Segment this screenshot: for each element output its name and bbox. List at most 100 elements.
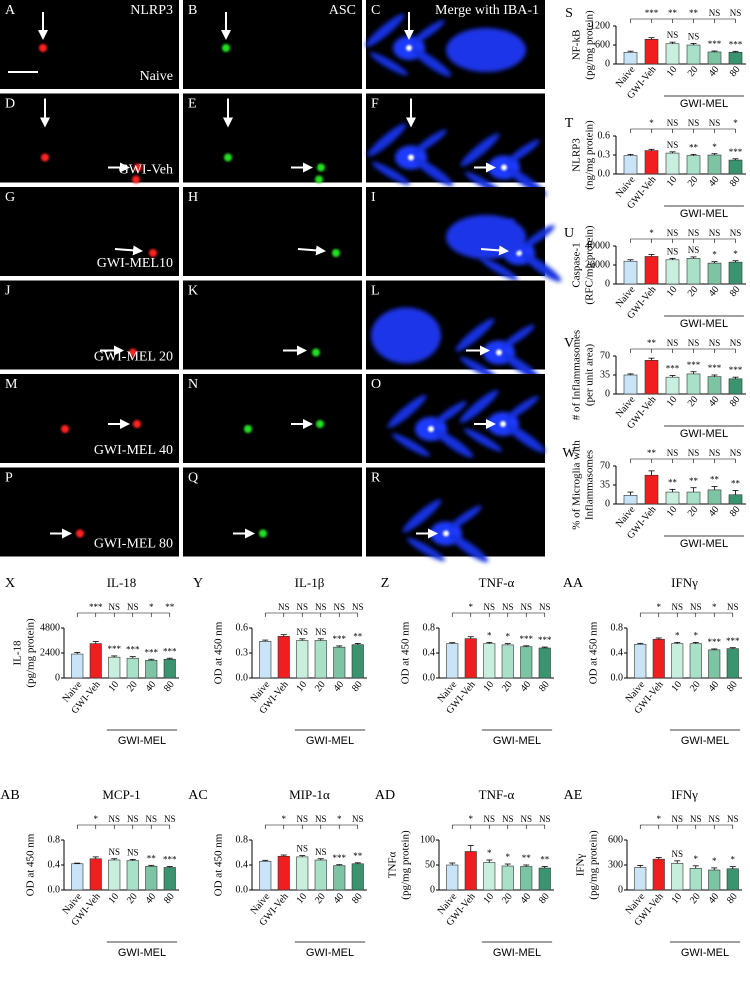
significance-label: NS xyxy=(352,814,364,824)
bar xyxy=(71,863,84,891)
bar xyxy=(623,51,638,65)
y-tick-label: 70 xyxy=(600,460,610,471)
y-axis-label: TNFα xyxy=(387,851,399,878)
significance-label: *** xyxy=(126,645,140,655)
x-tick-label: 10 xyxy=(106,891,121,906)
column-label: NLRP3 xyxy=(130,3,173,18)
significance-label: NS xyxy=(315,627,327,637)
bar xyxy=(728,51,743,65)
significance-label: NS xyxy=(352,602,364,612)
nlrp3-spot xyxy=(39,44,47,52)
significance-label: * xyxy=(657,814,662,824)
panel-letter: M xyxy=(5,377,18,392)
x-tick-label: 20 xyxy=(313,891,328,906)
significance-label: ** xyxy=(522,853,532,863)
cell-process xyxy=(413,129,447,154)
x-tick-label: 40 xyxy=(143,679,158,694)
significance-label: NS xyxy=(709,8,721,18)
bar xyxy=(665,491,680,505)
y-tick-label: 0 xyxy=(618,884,623,895)
significance-label: NS xyxy=(667,338,679,348)
y-axis-label: (ng/mg protein) xyxy=(584,120,596,190)
x-tick-label: 80 xyxy=(728,64,743,79)
significance-label: * xyxy=(487,848,492,858)
y-tick-label: 0.4 xyxy=(236,859,249,870)
bar xyxy=(671,863,684,891)
x-tick-label: 10 xyxy=(294,891,309,906)
group-label: GWI-MEL xyxy=(680,208,728,220)
bar xyxy=(108,859,121,891)
significance-label: *** xyxy=(538,635,552,645)
significance-label: ** xyxy=(353,631,363,641)
x-tick-label: 40 xyxy=(331,679,346,694)
x-tick-label: 10 xyxy=(665,284,680,299)
bar xyxy=(538,647,551,679)
bar xyxy=(464,638,477,679)
chart-title: TNF-α xyxy=(479,575,515,590)
y-tick-label: 0.3 xyxy=(236,647,249,658)
y-tick-label: 0.0 xyxy=(236,672,249,683)
significance-label: * xyxy=(712,856,717,866)
colocalized-spot xyxy=(496,349,502,356)
y-tick-label: 600 xyxy=(608,834,623,845)
x-tick-label: 10 xyxy=(106,679,121,694)
significance-label: * xyxy=(657,602,662,612)
bar xyxy=(644,474,659,505)
significance-label: NS xyxy=(688,245,700,255)
bar xyxy=(483,643,496,679)
cell-process xyxy=(506,139,540,164)
y-tick-label: 1200 xyxy=(590,20,610,31)
y-axis-label: (pg/mg protein) xyxy=(588,830,600,900)
group-label: GWI-MEL xyxy=(680,98,728,110)
colocalized-spot xyxy=(408,154,414,161)
y-tick-label: 0 xyxy=(605,58,610,69)
y-axis-label: (per unit area) xyxy=(584,344,596,407)
bar-chart: AB MCP-1OD at 450 nm 0.00.40.8NaiveGWI-Veh… xyxy=(0,787,179,959)
significance-label: NS xyxy=(315,847,327,857)
y-tick-label: 0.0 xyxy=(598,168,611,179)
colocalized-spot xyxy=(501,164,507,171)
nlrp3-spot xyxy=(132,175,140,184)
significance-label: NS xyxy=(483,602,495,612)
chart-title: MIP-1α xyxy=(289,787,330,802)
bar xyxy=(634,643,647,679)
group-label: GWI-MEL xyxy=(680,538,728,550)
significance-label: * xyxy=(469,814,474,824)
micrograph-background xyxy=(183,93,362,183)
bar xyxy=(707,489,722,505)
y-tick-label: 100 xyxy=(420,834,435,845)
y-tick-label: 0 xyxy=(55,672,60,683)
colocalized-spot xyxy=(406,45,412,51)
significance-label: * xyxy=(694,854,699,864)
y-axis-label: NLRP3 xyxy=(571,138,583,172)
significance-label: ** xyxy=(731,478,741,488)
cell-process xyxy=(411,48,452,77)
significance-label: * xyxy=(694,630,699,640)
micrograph: Q xyxy=(183,467,362,557)
chart-letter: AD xyxy=(375,788,395,803)
significance-label: NS xyxy=(296,602,308,612)
y-tick-label: 0.4 xyxy=(423,647,436,658)
x-tick-label: 10 xyxy=(665,504,680,519)
nlrp3-spot xyxy=(134,163,142,172)
micrograph-background xyxy=(183,280,362,370)
panel-letter: B xyxy=(188,3,197,18)
x-tick-label: 20 xyxy=(688,679,703,694)
y-axis-label: OD at 450 nm xyxy=(588,621,600,684)
bar xyxy=(259,641,272,679)
x-tick-label: 20 xyxy=(688,891,703,906)
bar xyxy=(726,868,739,891)
significance-label: *** xyxy=(729,147,743,157)
cell-process xyxy=(463,428,503,452)
x-tick-label: 40 xyxy=(707,284,722,299)
panel-letter: J xyxy=(5,284,11,299)
y-tick-label: 0.8 xyxy=(423,622,436,633)
bar xyxy=(277,855,290,891)
significance-label: NS xyxy=(483,814,495,824)
bar xyxy=(686,491,701,505)
significance-label: NS xyxy=(539,814,551,824)
x-tick-label: 80 xyxy=(728,284,743,299)
significance-label: NS xyxy=(688,228,700,238)
